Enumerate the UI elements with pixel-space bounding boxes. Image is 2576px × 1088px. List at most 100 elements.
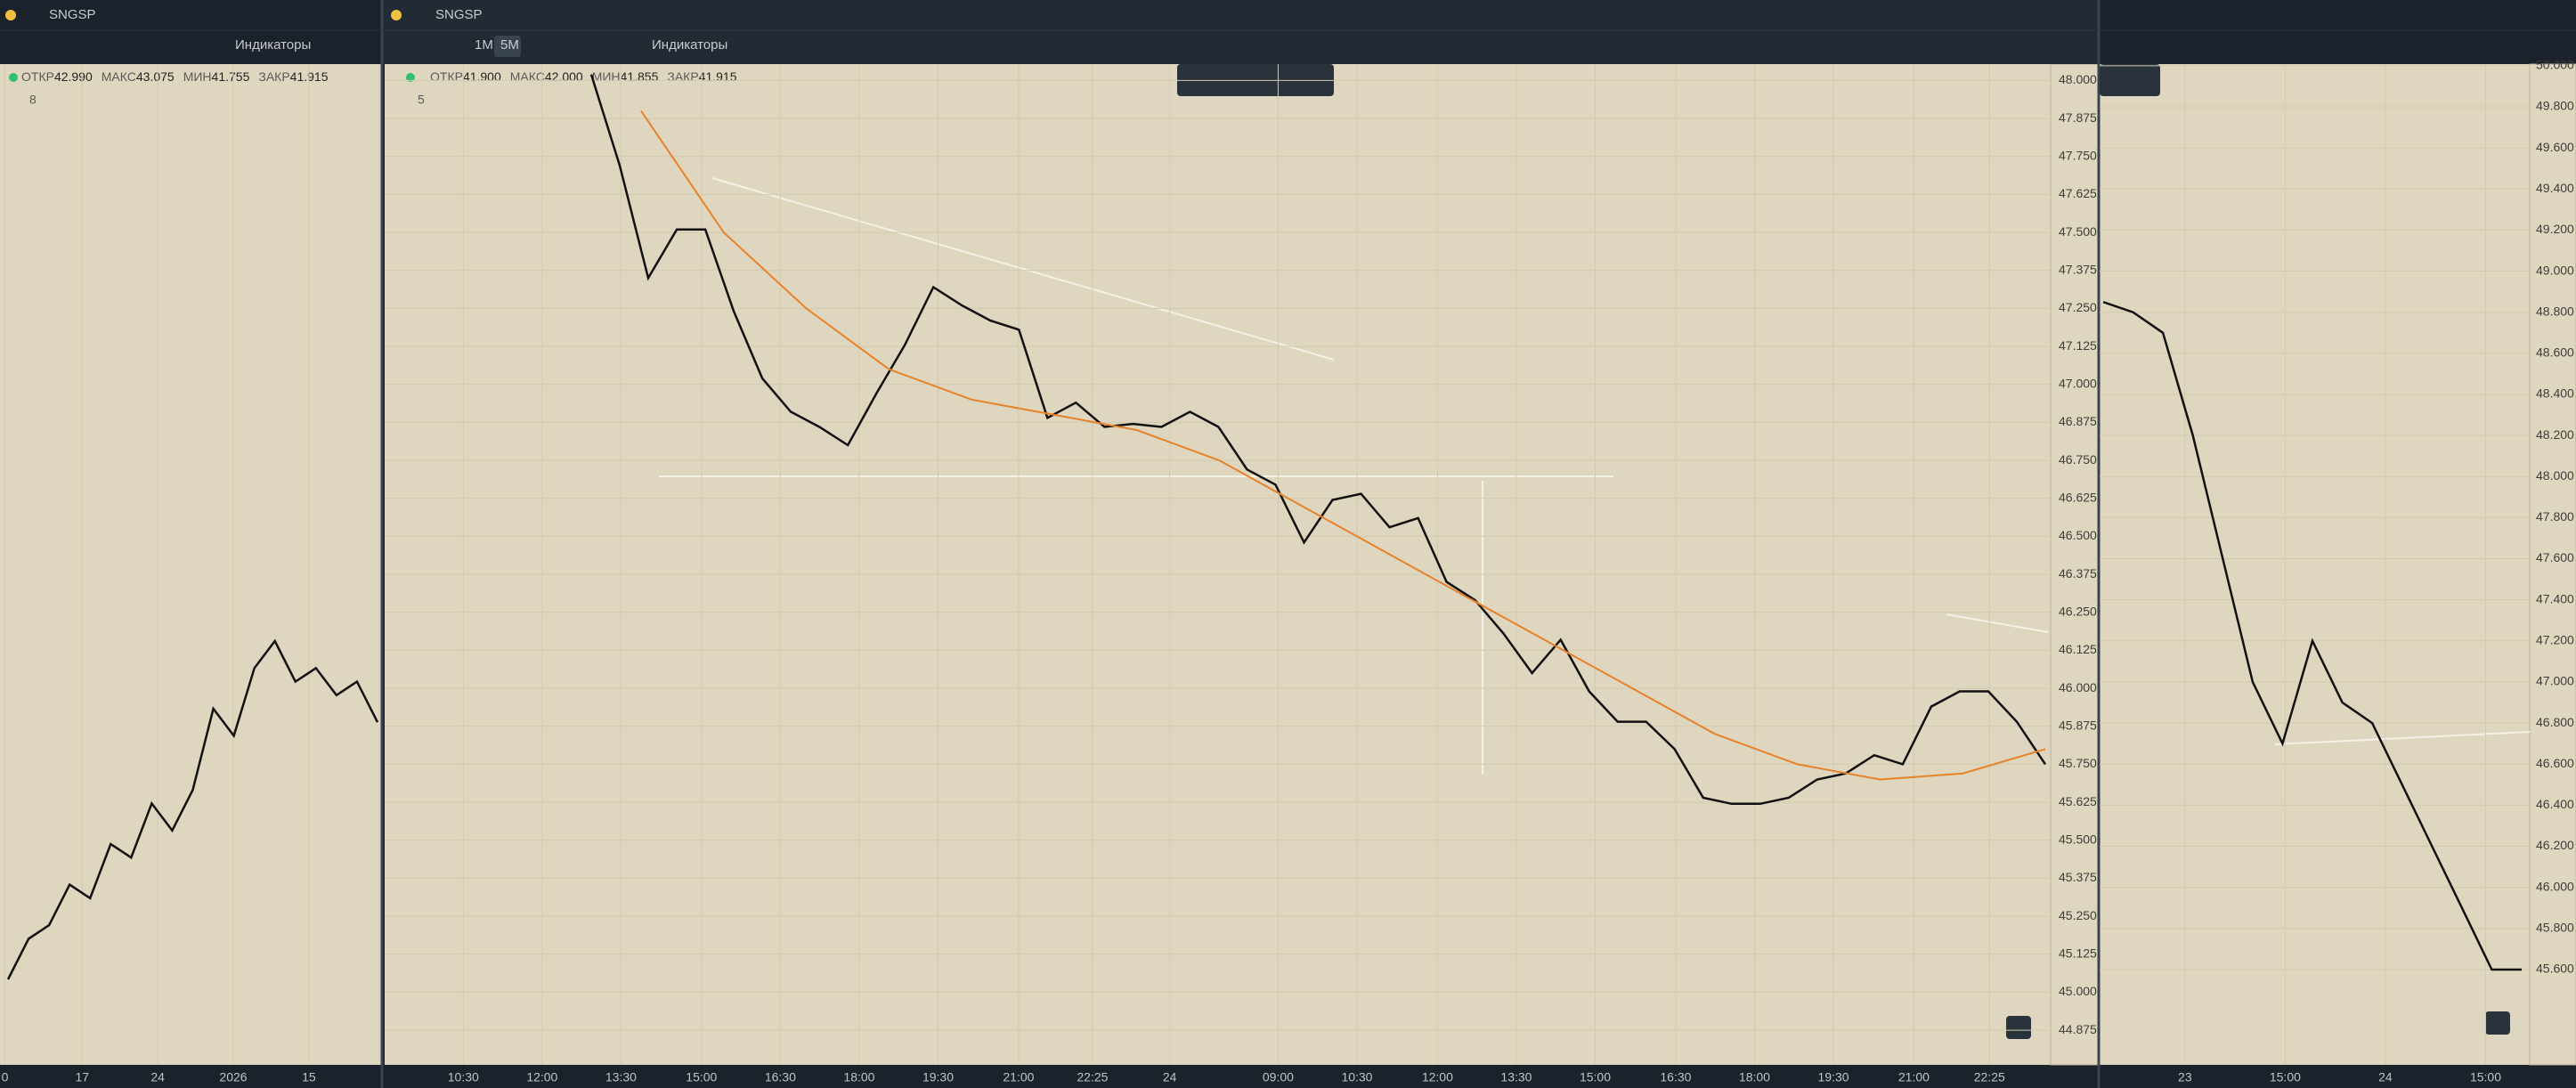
y-tick-label: 47.875 (2059, 110, 2097, 125)
x-tick-label: 16:30 (765, 1070, 796, 1084)
price-line (640, 110, 2046, 781)
trendlines (659, 177, 2531, 775)
legend-value: 41.755 (212, 69, 250, 84)
y-tick-label: 49.800 (2536, 99, 2574, 113)
x-tick-label: 16:30 (1660, 1070, 1691, 1084)
x-tick-label: 21:00 (1898, 1070, 1930, 1084)
y-tick-label: 46.250 (2059, 604, 2097, 618)
x-tick-label: 22:25 (1077, 1070, 1108, 1084)
y-tick-label: 45.250 (2059, 908, 2097, 922)
y-tick-label: 46.125 (2059, 642, 2097, 656)
y-tick-label: 47.125 (2059, 338, 2097, 353)
x-tick-label: 19:30 (922, 1070, 954, 1084)
y-tick-label: 46.875 (2059, 414, 2097, 428)
y-tick-label: 46.000 (2059, 680, 2097, 694)
legend-value: 42.000 (545, 69, 583, 84)
legend-dot (9, 73, 18, 82)
toolbar-button[interactable]: 5M (500, 37, 519, 53)
legend-value: 41.900 (463, 69, 501, 84)
x-tick-label: 19:30 (1817, 1070, 1849, 1084)
y-tick-label: 46.625 (2059, 490, 2097, 504)
x-tick-label: 15:00 (686, 1070, 717, 1084)
y-tick-label: 47.000 (2536, 674, 2574, 688)
indicator-count: 5 (418, 93, 425, 107)
y-tick-label: 45.375 (2059, 870, 2097, 884)
status-dot (5, 10, 16, 20)
y-tick-label: 46.500 (2059, 528, 2097, 542)
y-tick-label: 46.600 (2536, 756, 2574, 770)
legend-value: 41.915 (699, 69, 737, 84)
y-tick-label: 47.750 (2059, 148, 2097, 162)
y-tick-label: 47.600 (2536, 550, 2574, 564)
legend-dot (406, 73, 415, 82)
toolbar-button[interactable]: 1M (475, 37, 493, 53)
legend-label: ЗАКР (258, 69, 289, 84)
y-tick-label: 47.400 (2536, 591, 2574, 605)
x-tick-label: 12:00 (1422, 1070, 1453, 1084)
price-axis (2529, 63, 2576, 1066)
interval-active[interactable] (494, 36, 521, 57)
price-axis (2050, 63, 2099, 1066)
y-tick-label: 48.400 (2536, 386, 2574, 401)
y-tick-label: 47.200 (2536, 633, 2574, 647)
x-tick-label: 09:00 (1263, 1070, 1294, 1084)
plot-left (0, 64, 381, 1065)
drawing-toolbar[interactable] (2100, 64, 2160, 96)
ohlc-legend: ОТКР42.990 МАКС43.075 МИН41.755 ЗАКР41.915 (21, 69, 329, 84)
legend-label: МИН (592, 69, 621, 84)
y-tick-label: 47.375 (2059, 262, 2097, 276)
price-line (2102, 301, 2522, 971)
x-tick-label: 0 (2, 1070, 9, 1084)
x-tick-label: 15:00 (2470, 1070, 2501, 1084)
y-tick-label: 44.875 (2059, 1022, 2097, 1036)
legend-label: МАКС (102, 69, 136, 84)
y-tick-label: 47.000 (2059, 376, 2097, 390)
plot-middle (385, 64, 2051, 1065)
y-tick-label: 45.000 (2059, 984, 2097, 998)
status-dot (391, 10, 402, 20)
y-tick-label: 46.000 (2536, 879, 2574, 893)
legend-label: МИН (183, 69, 212, 84)
scroll-button[interactable] (2006, 1016, 2031, 1039)
y-tick-label: 46.200 (2536, 838, 2574, 852)
x-tick-label: 13:30 (1500, 1070, 1532, 1084)
x-tick-label: 12:00 (526, 1070, 557, 1084)
y-tick-label: 49.600 (2536, 140, 2574, 154)
y-tick-label: 49.200 (2536, 222, 2574, 236)
y-tick-label: 46.750 (2059, 452, 2097, 467)
x-tick-label: 2026 (219, 1070, 247, 1084)
x-tick-label: 15:00 (1580, 1070, 1611, 1084)
x-tick-label: 10:30 (448, 1070, 479, 1084)
x-tick-label: 17 (75, 1070, 89, 1084)
y-tick-label: 49.000 (2536, 263, 2574, 277)
y-tick-label: 48.000 (2059, 72, 2097, 86)
y-tick-label: 45.625 (2059, 794, 2097, 808)
x-tick-label: 10:30 (1341, 1070, 1372, 1084)
ohlc-legend: ОТКР41.900 МАКС42.000 МИН41.855 ЗАКР41.915 (430, 69, 737, 84)
trendline (1946, 613, 2049, 633)
x-tick-label: 15:00 (2270, 1070, 2301, 1084)
trendline (711, 177, 1335, 361)
y-tick-label: 48.000 (2536, 468, 2574, 483)
legend-label: МАКС (510, 69, 545, 84)
y-tick-label: 46.400 (2536, 797, 2574, 811)
y-tick-label: 45.800 (2536, 921, 2574, 935)
toolbar-button[interactable]: Индикаторы (652, 37, 727, 53)
toolbar-button[interactable]: Индикаторы (235, 37, 311, 53)
x-tick-label: 18:00 (1739, 1070, 1770, 1084)
y-tick-label: 45.600 (2536, 962, 2574, 976)
scroll-button[interactable] (2485, 1011, 2510, 1035)
x-tick-label: 23 (2178, 1070, 2192, 1084)
x-tick-label: 21:00 (1003, 1070, 1034, 1084)
legend-value: 42.990 (54, 69, 93, 84)
y-tick-label: 47.625 (2059, 186, 2097, 200)
y-tick-label: 45.500 (2059, 832, 2097, 846)
y-tick-label: 46.800 (2536, 715, 2574, 729)
y-tick-label: 47.250 (2059, 300, 2097, 314)
x-tick-label: 24 (150, 1070, 165, 1084)
x-tick-label: 24 (1163, 1070, 1177, 1084)
window-title: SNGSP (435, 7, 483, 22)
y-tick-label: 49.400 (2536, 181, 2574, 195)
y-tick-label: 46.375 (2059, 566, 2097, 581)
